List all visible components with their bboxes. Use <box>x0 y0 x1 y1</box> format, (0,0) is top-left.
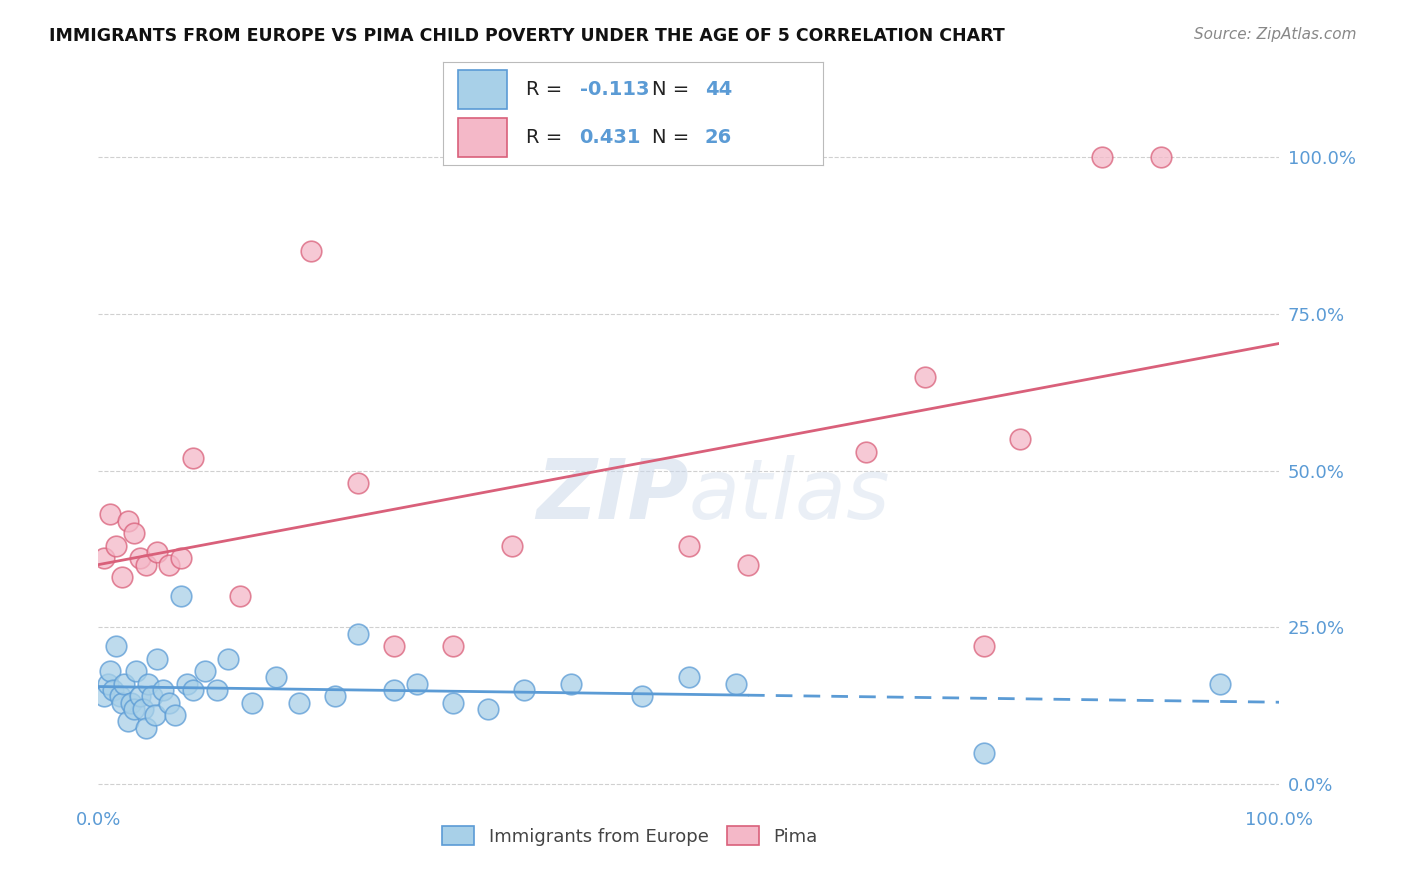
Point <box>194 664 217 678</box>
Y-axis label: Child Poverty Under the Age of 5: Child Poverty Under the Age of 5 <box>0 307 8 603</box>
Point <box>136 676 159 690</box>
Text: 26: 26 <box>704 128 733 147</box>
Point <box>973 639 995 653</box>
Point <box>141 690 163 704</box>
Point <box>98 664 121 678</box>
Text: N =: N = <box>652 128 695 147</box>
Point <box>441 696 464 710</box>
Point <box>170 589 193 603</box>
Point <box>165 708 187 723</box>
Point <box>973 746 995 760</box>
Point <box>406 676 429 690</box>
Point <box>630 690 652 704</box>
Point <box>1150 150 1173 164</box>
Point <box>477 702 499 716</box>
Point <box>122 702 145 716</box>
Text: R =: R = <box>526 79 569 99</box>
Bar <box>458 118 508 157</box>
Point <box>152 683 174 698</box>
Point <box>299 244 322 259</box>
Point <box>128 551 150 566</box>
Point <box>855 444 877 458</box>
Text: -0.113: -0.113 <box>579 79 650 99</box>
Point <box>132 702 155 716</box>
Point <box>501 539 523 553</box>
Point <box>146 651 169 665</box>
Point <box>93 551 115 566</box>
Text: Source: ZipAtlas.com: Source: ZipAtlas.com <box>1194 27 1357 42</box>
Point <box>725 676 748 690</box>
Point <box>135 558 157 572</box>
Point <box>121 696 143 710</box>
Point <box>678 670 700 684</box>
Point <box>512 683 534 698</box>
Point <box>1209 676 1232 690</box>
Point <box>229 589 252 603</box>
Point <box>125 664 148 678</box>
Point <box>264 670 287 684</box>
Point <box>205 683 228 698</box>
Point <box>97 676 120 690</box>
Point <box>347 626 370 640</box>
Point <box>101 683 124 698</box>
Point <box>288 696 311 710</box>
Point <box>105 639 128 653</box>
Point <box>93 690 115 704</box>
Point <box>240 696 263 710</box>
Point <box>560 676 582 690</box>
Point <box>122 526 145 541</box>
Point <box>117 514 139 528</box>
Text: atlas: atlas <box>689 455 890 536</box>
Text: 0.431: 0.431 <box>579 128 641 147</box>
Point <box>170 551 193 566</box>
Point <box>737 558 759 572</box>
Point <box>382 683 405 698</box>
Point <box>1008 432 1031 446</box>
Point <box>143 708 166 723</box>
Point <box>105 539 128 553</box>
Text: R =: R = <box>526 128 569 147</box>
Point <box>98 508 121 522</box>
Point <box>347 476 370 491</box>
Point <box>157 696 180 710</box>
Point <box>181 451 204 466</box>
Point <box>678 539 700 553</box>
Point <box>128 690 150 704</box>
Point <box>111 696 134 710</box>
Point <box>117 714 139 729</box>
Point <box>146 545 169 559</box>
Text: 44: 44 <box>704 79 733 99</box>
Point <box>111 570 134 584</box>
Text: N =: N = <box>652 79 695 99</box>
Legend: Immigrants from Europe, Pima: Immigrants from Europe, Pima <box>434 819 825 853</box>
Bar <box>458 70 508 109</box>
Point <box>1091 150 1114 164</box>
Point <box>112 676 135 690</box>
Point <box>441 639 464 653</box>
Point <box>108 690 131 704</box>
Text: ZIP: ZIP <box>536 455 689 536</box>
Point <box>217 651 239 665</box>
Point <box>181 683 204 698</box>
Point <box>176 676 198 690</box>
Point <box>382 639 405 653</box>
Point <box>323 690 346 704</box>
Text: IMMIGRANTS FROM EUROPE VS PIMA CHILD POVERTY UNDER THE AGE OF 5 CORRELATION CHAR: IMMIGRANTS FROM EUROPE VS PIMA CHILD POV… <box>49 27 1005 45</box>
Point <box>135 721 157 735</box>
Point <box>914 369 936 384</box>
Point <box>157 558 180 572</box>
